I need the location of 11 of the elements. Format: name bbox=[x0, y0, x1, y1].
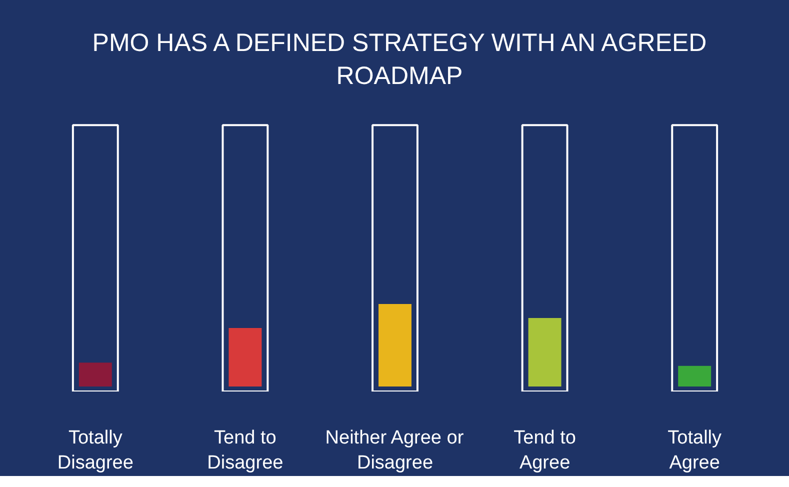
bar bbox=[528, 318, 562, 387]
x-tick-label: Totally Disagree bbox=[57, 428, 134, 474]
bar bbox=[678, 366, 712, 387]
bar bbox=[228, 328, 262, 387]
x-tick-label: Neither Agree or Disagree bbox=[325, 428, 464, 474]
bar bbox=[378, 304, 412, 387]
chart-title: PMO HAS A DEFINED STRATEGY WITH AN AGREED ROADMAP bbox=[92, 28, 707, 92]
x-tick-label: Totally Agree bbox=[668, 428, 722, 474]
x-tick-label: Tend to Agree bbox=[514, 428, 576, 474]
bar bbox=[78, 362, 112, 387]
x-tick-label: Tend to Disagree bbox=[207, 428, 284, 474]
